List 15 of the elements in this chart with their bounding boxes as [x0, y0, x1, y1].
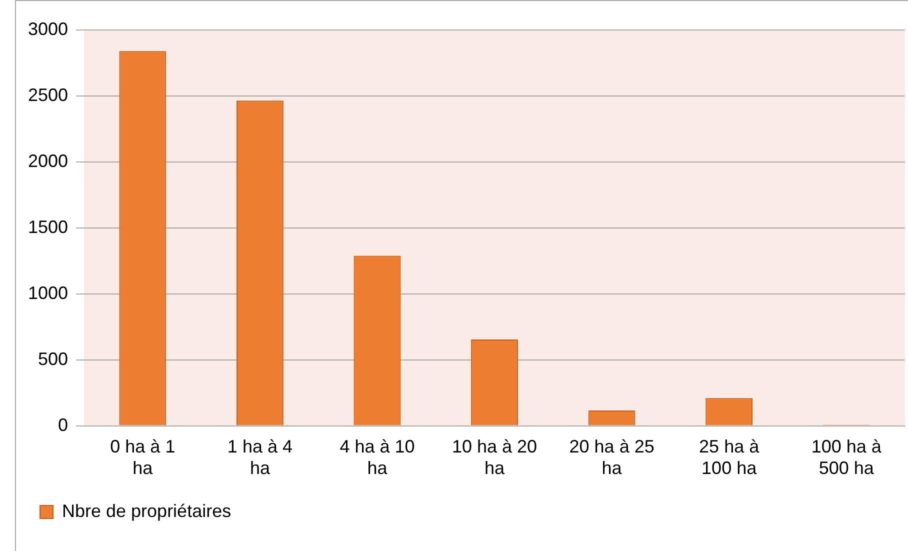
y-tick-label: 0 — [58, 414, 68, 435]
x-tick-label: 4 ha à 10 ha — [340, 436, 415, 478]
x-tick-label: 100 ha à 500 ha — [811, 436, 882, 478]
y-tick-label: 500 — [38, 348, 68, 369]
x-tick-label: 20 ha à 25 ha — [569, 436, 654, 478]
x-tick-label: 10 ha à 20 ha — [452, 436, 538, 478]
y-tick-label: 1000 — [28, 282, 68, 303]
y-tick-label: 2000 — [28, 150, 68, 171]
y-tick-label: 1500 — [28, 216, 68, 237]
x-tick-label: 1 ha à 4 ha — [227, 436, 292, 478]
x-tick-label: 0 ha à 1 ha — [110, 436, 176, 478]
y-tick-label: 2500 — [28, 84, 68, 105]
y-tick-label: 3000 — [28, 18, 68, 39]
x-tick-label: 25 ha à 100 ha — [699, 436, 760, 478]
legend-label: Nbre de propriétaires — [62, 500, 232, 521]
